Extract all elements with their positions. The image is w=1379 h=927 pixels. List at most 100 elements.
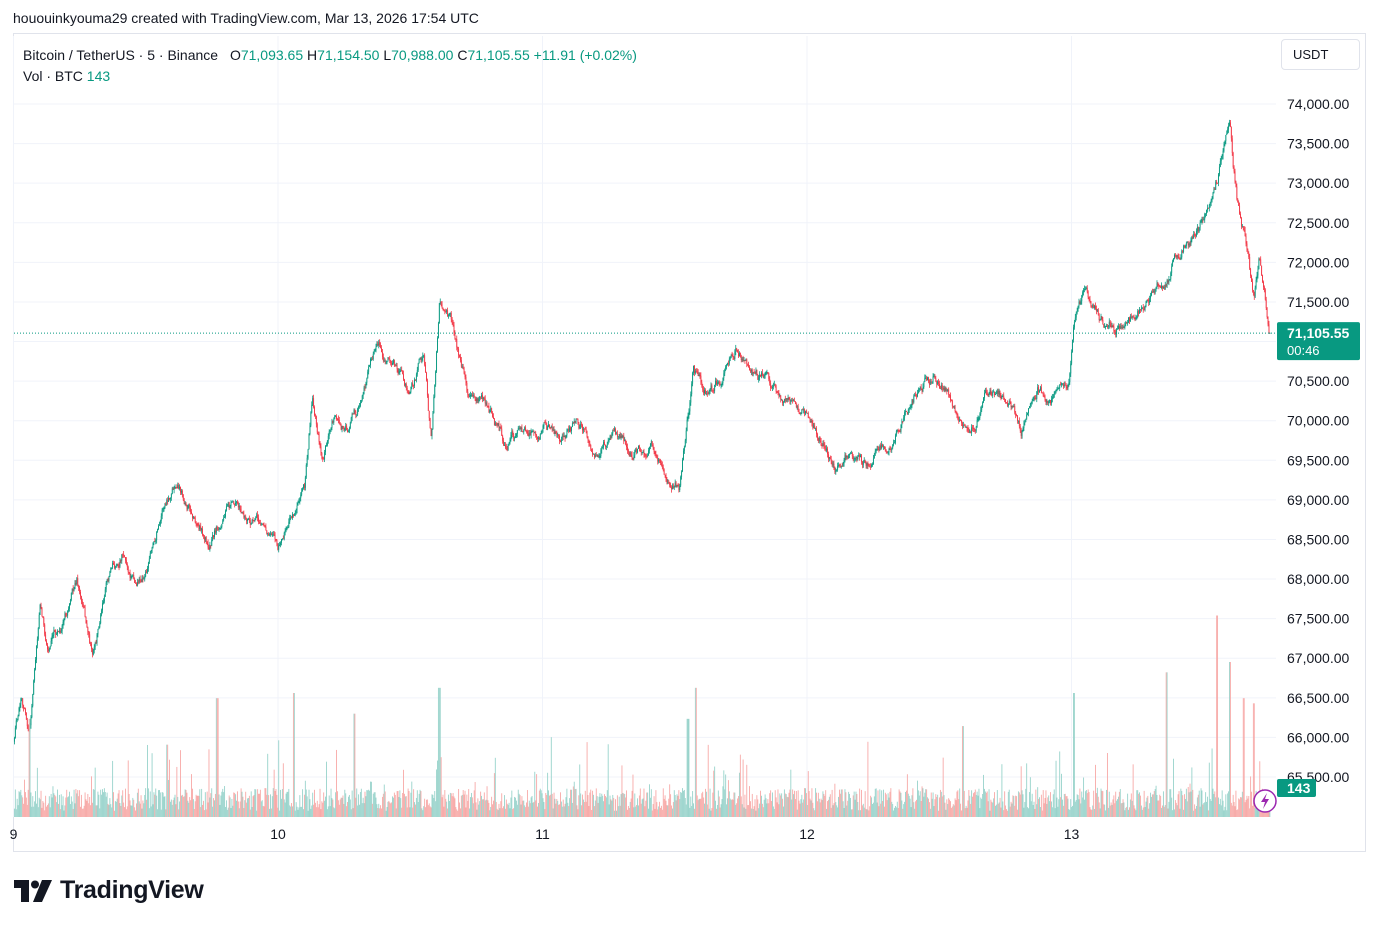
candle-body: [830, 458, 832, 462]
volume-bar: [1051, 807, 1053, 817]
volume-bar: [348, 794, 350, 817]
candle-body: [987, 394, 989, 396]
currency-selector[interactable]: USDT: [1281, 39, 1360, 70]
volume-bar: [1000, 807, 1002, 817]
volume-bar: [137, 788, 139, 817]
candle-body: [34, 669, 36, 681]
volume-bar: [318, 804, 320, 817]
candle-body: [1227, 129, 1229, 134]
candle-body: [558, 434, 560, 436]
candle-body: [624, 439, 626, 442]
volume-bar: [542, 798, 544, 817]
symbol-label[interactable]: Bitcoin / TetherUS · 5 · Binance: [23, 47, 219, 63]
volume-bar: [465, 807, 467, 817]
candle-body: [1083, 289, 1085, 293]
candle-body: [1176, 255, 1178, 258]
candle-body: [995, 393, 996, 395]
candle-body: [864, 460, 866, 462]
candle-body: [314, 415, 316, 417]
candle-body: [185, 503, 187, 506]
candle-body: [611, 433, 613, 438]
volume-bar: [247, 798, 248, 817]
high-label: H: [307, 47, 318, 63]
volume-bar: [1191, 767, 1193, 817]
candle-body: [120, 560, 122, 561]
candle-body: [125, 560, 127, 565]
candle-body: [392, 360, 394, 364]
candle-body: [929, 381, 931, 385]
candle-body: [1000, 395, 1002, 399]
volume-bar: [156, 795, 158, 817]
volume-bar: [424, 798, 426, 817]
candle-body: [1251, 275, 1252, 282]
tradingview-logo[interactable]: TradingView: [14, 876, 204, 905]
candle-body: [1189, 243, 1191, 245]
volume-bar: [124, 807, 125, 817]
candle-body: [1195, 234, 1196, 236]
volume-bar: [14, 789, 16, 817]
volume-label[interactable]: Vol · BTC: [23, 68, 83, 84]
candle-body: [992, 391, 994, 396]
candle-body: [1078, 301, 1080, 307]
candle-body: [593, 453, 595, 458]
volume-bar: [345, 793, 347, 817]
candle-body: [1133, 317, 1135, 319]
candle-body: [589, 443, 591, 445]
candle-body: [829, 457, 831, 459]
volume-bar: [312, 792, 314, 817]
candle-body: [779, 395, 781, 397]
volume-bar: [1131, 800, 1133, 817]
volume-bar: [228, 795, 230, 817]
candle-body: [76, 578, 78, 584]
volume-bar: [883, 806, 885, 817]
volume-bar: [91, 776, 92, 817]
candle-body: [179, 486, 181, 489]
candle-body: [1087, 291, 1089, 298]
candle-body: [513, 434, 515, 439]
volume-bar: [495, 801, 497, 817]
candle-body: [927, 377, 929, 381]
volume-bar: [140, 795, 142, 817]
candle-body: [539, 434, 541, 440]
volume-bar: [1006, 810, 1008, 817]
y-tick-label: 66,000.00: [1287, 729, 1349, 745]
volume-bar: [1186, 801, 1188, 817]
candle-body: [16, 719, 18, 721]
candle-body: [644, 454, 646, 456]
volume-bar: [392, 797, 394, 817]
candle-body: [591, 448, 593, 452]
volume-bar: [24, 779, 25, 817]
volume-bar: [866, 809, 868, 817]
volume-bar: [435, 801, 437, 817]
candle-body: [534, 432, 536, 434]
candle-body: [1150, 295, 1152, 299]
candle-body: [1124, 323, 1126, 328]
candle-body: [206, 541, 208, 543]
candle-body: [997, 390, 999, 395]
volume-bar: [1260, 809, 1262, 817]
volume-bar: [266, 794, 268, 817]
volume-bar: [1218, 797, 1219, 817]
volume-bar: [755, 810, 757, 817]
volume-bar: [1142, 807, 1144, 817]
volume-bar: [877, 790, 879, 817]
candle-body: [85, 616, 87, 624]
candle-body: [894, 442, 895, 444]
candle-body: [969, 432, 971, 434]
candle-body: [166, 500, 168, 505]
candle-body: [667, 482, 669, 484]
volume-bar: [604, 794, 605, 817]
volume-bar: [192, 799, 194, 817]
lightning-icon[interactable]: [1253, 789, 1277, 813]
candle-body: [716, 380, 717, 385]
volume-bar: [337, 800, 339, 817]
candle-body: [218, 528, 220, 530]
y-tick-label: 72,500.00: [1287, 215, 1349, 231]
volume-bar: [1187, 786, 1189, 817]
candle-body: [332, 421, 334, 423]
candle-body: [241, 512, 243, 514]
candle-body: [384, 360, 386, 363]
volume-bar: [861, 805, 863, 817]
volume-bar: [269, 808, 270, 817]
